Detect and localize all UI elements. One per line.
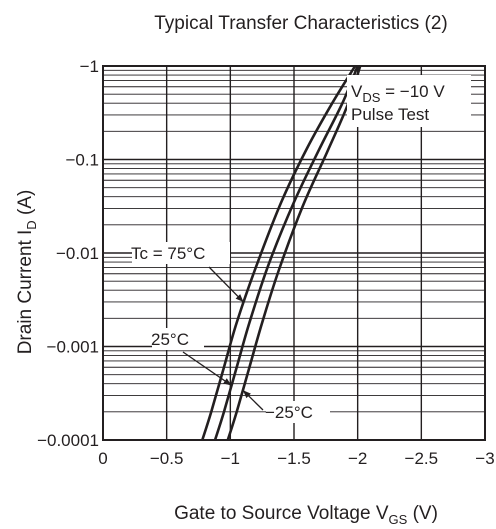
series-layer (201, 65, 362, 441)
x-tick-label: −2 (348, 449, 367, 468)
annotation-arrowhead (235, 294, 244, 303)
x-tick-label: −3 (475, 449, 494, 468)
y-tick-label: −0.1 (65, 151, 99, 170)
condition-vds: VDS = −10 V (351, 82, 445, 105)
series-annotation: 25°C (151, 330, 189, 349)
annotation-leader (182, 351, 232, 386)
y-tick-label: −0.01 (56, 244, 99, 263)
conditions-background (347, 75, 471, 127)
axis-ticks: 0 −0.5 −1 −1.5 −2 −2.5 −3 −1 −0.1 −0.01 −0.001 −0.0… (37, 57, 495, 468)
annotations: Tc = 75°C 25°C −25°C (131, 242, 330, 423)
annotation-background (132, 242, 230, 264)
x-tick-label: −1.5 (277, 449, 311, 468)
condition-pulse: Pulse Test (351, 105, 429, 124)
y-tick-label: −0.0001 (37, 431, 99, 450)
x-tick-label: −1 (221, 449, 240, 468)
x-tick-label: 0 (98, 449, 107, 468)
x-axis-label: Gate to Source Voltage VGS (V) (174, 503, 438, 527)
y-tick-label: −0.001 (47, 338, 99, 357)
y-axis-label: Drain Current ID (A) (15, 190, 39, 355)
annotation-leader (208, 266, 244, 303)
x-tick-label: −2.5 (405, 449, 439, 468)
x-tick-label: −0.5 (150, 449, 184, 468)
series-annotation: −25°C (265, 403, 313, 422)
series-line (201, 65, 357, 441)
plot-frame (102, 65, 486, 441)
annotation-background (152, 328, 204, 350)
series-line (213, 65, 359, 441)
series-annotation: Tc = 75°C (131, 244, 205, 263)
y-tick-label: −1 (80, 57, 99, 76)
annotation-arrowhead (242, 390, 251, 399)
annotation-arrowhead (223, 378, 232, 386)
annotation-background (266, 401, 330, 423)
chart-title: Typical Transfer Characteristics (2) (154, 13, 448, 34)
series-line (226, 65, 362, 441)
